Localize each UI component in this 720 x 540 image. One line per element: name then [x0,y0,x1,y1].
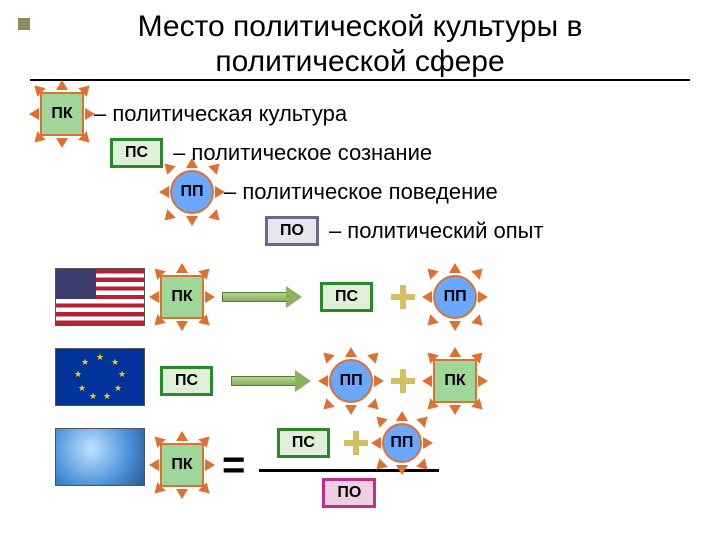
flag-us [55,268,145,326]
image-column: ★★★ ★★★ ★★★ [55,268,145,508]
pp-label: – политическое поведение [224,179,498,205]
pk-abbr: ПК [51,105,72,123]
row-2: ПС ПП ПК [160,349,690,413]
r1-ps: ПС [320,282,373,312]
plus-icon [391,285,415,309]
legend-row-pp: ПП – политическое поведение [170,170,544,214]
r3-pk: ПК [160,443,204,487]
r1-pk: ПК [160,275,204,319]
po-icon: ПО [265,216,319,246]
diagram-rows: ПК ПС ПП ПС ПП ПК ПК = [160,265,690,517]
equation: = ПС ПП ПО [222,423,439,508]
arrow-icon [231,371,311,391]
legend-row-ps: ПС – политическое сознание [110,138,544,168]
fraction-bar [259,469,439,472]
legend: ПК – политическая культура ПС – политиче… [40,92,544,248]
slide-title: Место политической культуры в политическ… [30,0,690,81]
row-3: ПК = ПС ПП ПО [160,433,690,497]
pk-icon: ПК [40,92,84,136]
r1-pp: ПП [433,275,477,319]
ps-abbr: ПС [125,144,148,162]
po-abbr: ПО [280,222,304,240]
plus-icon [391,369,415,393]
legend-row-po: ПО – политический опыт [265,216,544,246]
r3-pp: ПП [382,423,422,463]
pk-label: – политическая культура [94,101,347,127]
slide-accent [18,18,30,30]
pp-abbr: ПП [181,183,204,201]
po-label: – политический опыт [329,218,544,244]
equals-sign: = [222,443,245,488]
r3-ps: ПС [277,428,330,458]
r2-pk: ПК [433,359,477,403]
globe-image [55,428,145,486]
r3-po: ПО [322,478,376,508]
legend-row-pk: ПК – политическая культура [40,92,544,136]
r2-ps: ПС [160,366,213,396]
pp-icon: ПП [170,170,214,214]
r2-pp: ПП [329,359,373,403]
plus-icon [344,431,368,455]
flag-eu: ★★★ ★★★ ★★★ [55,348,145,406]
ps-label: – политическое сознание [173,140,432,166]
fraction: ПС ПП ПО [259,423,439,508]
row-1: ПК ПС ПП [160,265,690,329]
arrow-icon [222,287,302,307]
ps-icon: ПС [110,138,163,168]
